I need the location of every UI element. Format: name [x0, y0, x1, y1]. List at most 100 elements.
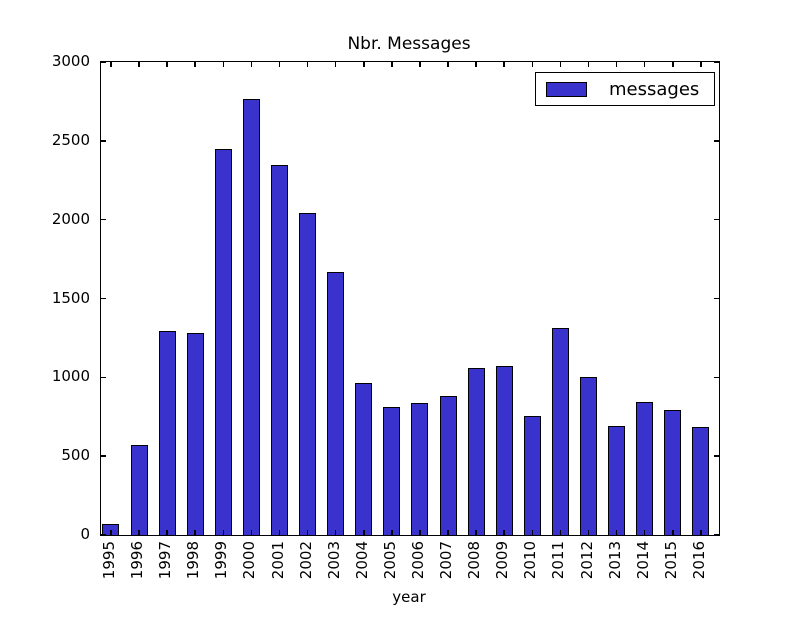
legend-label: messages — [609, 78, 700, 100]
x-tick-label: 1995 — [99, 541, 118, 580]
y-tick-mark — [101, 61, 106, 63]
x-tick-mark — [672, 530, 674, 535]
x-tick-mark — [531, 530, 534, 535]
x-tick-mark — [110, 62, 112, 67]
x-tick-mark — [278, 62, 281, 67]
bar-2008 — [467, 367, 485, 535]
x-tick-mark — [278, 530, 281, 535]
bar-2016 — [692, 427, 710, 535]
x-tick-mark — [222, 62, 225, 67]
bar-2015 — [664, 409, 682, 535]
x-tick-mark — [475, 62, 477, 67]
x-tick-label: 2014 — [633, 541, 652, 580]
x-tick-mark — [615, 530, 618, 535]
x-tick-label: 2016 — [689, 541, 708, 580]
x-tick-mark — [559, 530, 562, 535]
x-tick-label: 2008 — [465, 541, 484, 580]
y-tick-label: 2000 — [51, 209, 90, 228]
x-tick-mark — [334, 62, 337, 67]
x-tick-mark — [672, 62, 674, 67]
bar-1998 — [186, 333, 204, 535]
bar-2013 — [608, 426, 626, 535]
x-tick-mark — [110, 530, 112, 535]
bar-1997 — [158, 330, 176, 535]
x-tick-mark — [447, 530, 449, 535]
x-tick-mark — [643, 530, 646, 535]
x-tick-label: 2011 — [549, 541, 568, 580]
x-tick-label: 2015 — [661, 541, 680, 580]
x-tick-mark — [334, 530, 337, 535]
legend-swatch-icon — [546, 81, 587, 97]
x-tick-label: 2010 — [521, 541, 540, 580]
y-tick-mark — [101, 376, 106, 379]
bar-2002 — [299, 213, 317, 535]
bar-2014 — [636, 401, 654, 535]
x-tick-mark — [138, 530, 140, 535]
x-tick-mark — [391, 530, 393, 535]
x-tick-mark — [503, 62, 505, 67]
x-tick-mark — [700, 62, 702, 67]
x-tick-label: 2002 — [296, 541, 315, 580]
y-tick-label: 500 — [61, 446, 90, 465]
x-tick-mark — [138, 62, 140, 67]
x-tick-mark — [250, 62, 253, 67]
bar-2012 — [580, 377, 598, 535]
x-tick-label: 2001 — [268, 541, 287, 580]
x-tick-label: 2006 — [408, 541, 427, 580]
chart-title: Nbr. Messages — [347, 34, 471, 54]
x-tick-label: 1998 — [184, 541, 203, 580]
x-tick-label: 2013 — [605, 541, 624, 580]
y-tick-mark — [714, 140, 719, 142]
x-tick-label: 2003 — [324, 541, 343, 580]
x-tick-mark — [391, 62, 393, 67]
x-tick-label: 2005 — [380, 541, 399, 580]
x-tick-mark — [643, 62, 646, 67]
y-tick-mark — [714, 455, 719, 457]
x-tick-label: 1997 — [156, 541, 175, 580]
y-tick-label: 1000 — [51, 367, 90, 386]
x-tick-mark — [166, 530, 168, 535]
y-tick-mark — [714, 61, 719, 63]
legend: messages — [535, 72, 715, 106]
x-tick-mark — [419, 530, 421, 535]
x-tick-label: 2000 — [240, 541, 259, 580]
x-tick-mark — [363, 62, 365, 67]
x-tick-mark — [166, 62, 168, 67]
y-tick-mark — [101, 140, 106, 142]
bar-2001 — [271, 165, 289, 535]
x-tick-mark — [503, 530, 505, 535]
x-tick-mark — [700, 530, 702, 535]
bar-2010 — [523, 415, 541, 535]
y-tick-mark — [714, 218, 719, 221]
x-tick-mark — [194, 62, 196, 67]
x-tick-mark — [587, 62, 590, 67]
x-tick-mark — [615, 62, 618, 67]
bar-2000 — [242, 99, 260, 535]
x-tick-label: 1996 — [128, 541, 147, 580]
x-tick-mark — [587, 530, 590, 535]
bar-2007 — [439, 396, 457, 535]
y-tick-mark — [714, 376, 719, 379]
x-tick-label: 2007 — [437, 541, 456, 580]
x-tick-mark — [222, 530, 225, 535]
x-tick-mark — [363, 530, 365, 535]
x-tick-label: 2004 — [352, 541, 371, 580]
bar-2009 — [495, 365, 513, 535]
x-tick-label: 2009 — [493, 541, 512, 580]
plot-area — [100, 61, 720, 536]
y-tick-mark — [101, 455, 106, 457]
x-tick-mark — [531, 62, 534, 67]
x-tick-label: 1999 — [212, 541, 231, 580]
x-tick-mark — [419, 62, 421, 67]
x-tick-mark — [306, 62, 309, 67]
x-tick-mark — [475, 530, 477, 535]
y-tick-label: 3000 — [51, 52, 90, 70]
x-tick-mark — [194, 530, 196, 535]
bar-2005 — [383, 407, 401, 535]
y-tick-mark — [101, 218, 106, 221]
y-tick-mark — [714, 534, 719, 536]
bar-2011 — [551, 327, 569, 535]
y-tick-mark — [101, 297, 106, 300]
bar-2003 — [327, 271, 345, 535]
